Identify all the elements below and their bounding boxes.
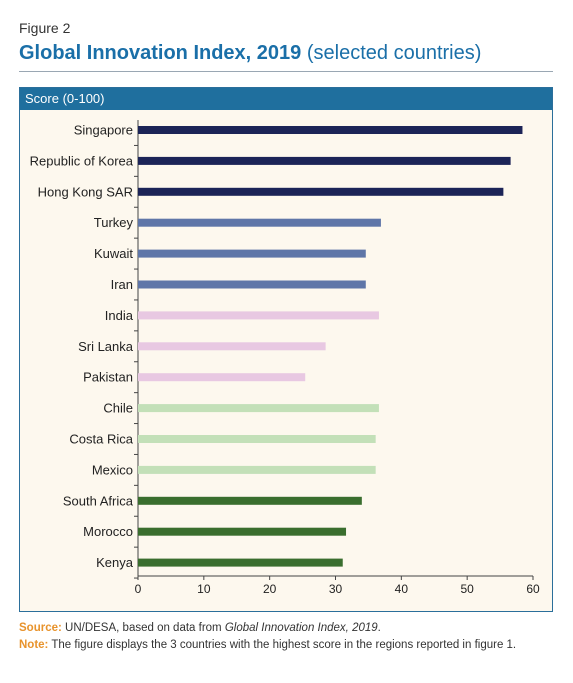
- source-line: Source: UN/DESA, based on data from Glob…: [19, 620, 553, 637]
- chart-title-sub: (selected countries): [306, 42, 482, 64]
- x-tick-label: 60: [526, 582, 540, 596]
- y-tick-label: Singapore: [74, 123, 133, 138]
- bar-turkey: [138, 218, 381, 227]
- x-tick-label: 50: [460, 582, 474, 596]
- x-tick-label: 20: [263, 582, 277, 596]
- x-tick-label: 30: [329, 582, 343, 596]
- figure-label: Figure 2: [19, 20, 71, 36]
- bar-costa-rica: [138, 435, 376, 443]
- bar-morocco: [138, 527, 347, 536]
- source-text-pre: UN/DESA, based on data from: [65, 622, 225, 634]
- bar-singapore: [138, 126, 523, 134]
- bar-kuwait: [138, 249, 366, 258]
- y-tick-label: Republic of Korea: [30, 153, 134, 168]
- x-tick-label: 40: [395, 582, 409, 596]
- y-tick-label: Iran: [111, 277, 133, 292]
- y-tick-label: Pakistan: [83, 370, 133, 385]
- y-tick-label: Hong Kong SAR: [38, 184, 133, 199]
- note-line: Note: The figure displays the 3 countrie…: [19, 637, 553, 654]
- y-tick-label: Costa Rica: [69, 432, 133, 447]
- bar-republic-of-korea: [138, 156, 511, 165]
- chart-title-main: Global Innovation Index, 2019: [19, 42, 302, 64]
- figure-notes: Source: UN/DESA, based on data from Glob…: [19, 620, 553, 654]
- bar-sri-lanka: [138, 342, 326, 351]
- source-text-italic: Global Innovation Index, 2019: [224, 622, 378, 634]
- y-tick-label: South Africa: [63, 493, 134, 508]
- note-text: The figure displays the 3 countries with…: [51, 639, 517, 651]
- bar-hong-kong-sar: [138, 187, 504, 196]
- y-tick-label: Mexico: [92, 462, 133, 477]
- bar-chart: Singapore Republic of Korea Hong Kong SAR T…: [30, 120, 540, 596]
- y-tick-label: Kenya: [96, 555, 134, 570]
- y-tick-label: Sri Lanka: [78, 339, 134, 354]
- chart-panel: Score (0-100): [19, 87, 553, 612]
- bar-south-africa: [138, 496, 362, 505]
- bar-iran: [138, 280, 366, 289]
- x-tick-label: 0: [135, 582, 142, 596]
- bar-india: [138, 311, 379, 320]
- y-tick-label: Chile: [103, 401, 133, 416]
- x-tick-label: 10: [197, 582, 211, 596]
- bar-mexico: [138, 465, 376, 474]
- source-text-post: .: [377, 622, 381, 634]
- panel-header: Score (0-100): [20, 88, 552, 110]
- title-divider: [19, 71, 553, 72]
- bar-pakistan: [138, 373, 306, 382]
- bar-chile: [138, 404, 379, 413]
- source-label: Source:: [19, 622, 62, 634]
- y-tick-label: Turkey: [94, 215, 134, 230]
- note-label: Note:: [19, 639, 49, 651]
- y-tick-label: India: [105, 308, 134, 323]
- chart-title: Global Innovation Index, 2019 (selected …: [19, 40, 481, 66]
- y-tick-label: Morocco: [83, 524, 133, 539]
- y-tick-label: Kuwait: [94, 246, 133, 261]
- bar-kenya: [138, 558, 343, 567]
